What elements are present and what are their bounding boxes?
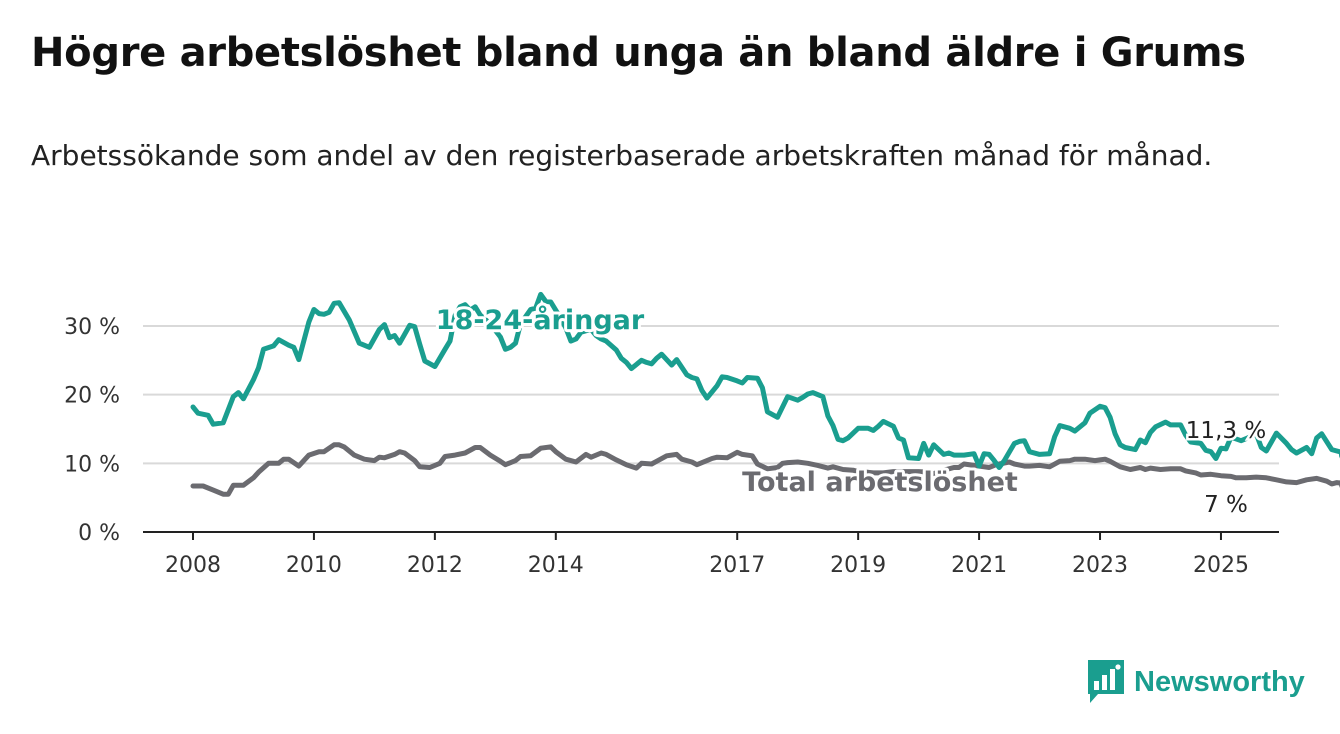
y-tick-label: 30 %	[64, 315, 120, 340]
brand-name: Newsworthy	[1134, 665, 1305, 698]
x-tick-label: 2019	[830, 553, 886, 578]
series-line-18-24-ringar-0	[190, 291, 1340, 470]
chart-subtitle: Arbetssökande som andel av den registerb…	[31, 139, 1213, 172]
gridlines: 0 % 10 % 20 % 30 %	[64, 315, 1279, 546]
x-tick-label: 2008	[165, 553, 221, 578]
x-tick-label: 2010	[286, 553, 342, 578]
x-tick-label: 2014	[528, 553, 584, 578]
series-label: Total arbetslöshet	[742, 467, 1018, 498]
chart-title: Högre arbetslöshet bland unga än bland ä…	[31, 30, 1246, 76]
x-tick-label: 2017	[709, 553, 765, 578]
series-label: 18-24-åringar	[436, 304, 645, 336]
end-value-label: 11,3 %	[1186, 418, 1266, 444]
x-axis: 2008 2010 2012 2014 2017 2019 2021 2023 2025	[143, 531, 1279, 578]
x-tick-label: 2021	[951, 553, 1007, 578]
x-tick-label: 2023	[1072, 553, 1128, 578]
newsworthy-logo: Newsworthy	[1088, 660, 1305, 704]
y-tick-label: 20 %	[64, 384, 120, 409]
bar-chart-speech-bubble-icon	[1088, 660, 1124, 703]
y-tick-label: 0 %	[78, 521, 120, 546]
y-tick-label: 10 %	[64, 452, 120, 477]
end-value-label: 7 %	[1204, 492, 1248, 518]
series-labels: 18-24-åringar 11,3 % Total arbetslöshet 7 %	[433, 301, 1269, 521]
x-tick-label: 2025	[1193, 553, 1249, 578]
series-lines	[190, 291, 1340, 497]
series-line-total-arbetsl-shet-1	[190, 442, 1340, 497]
x-tick-label: 2012	[407, 553, 463, 578]
